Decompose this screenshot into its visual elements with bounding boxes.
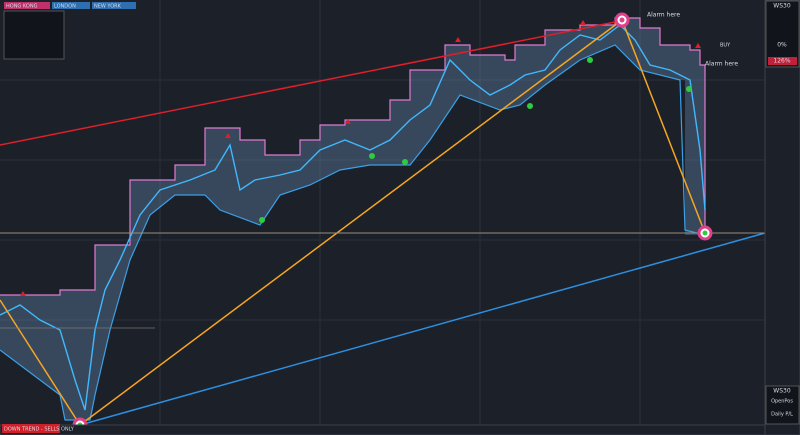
session-label: HONG KONG bbox=[6, 4, 38, 10]
risk: 0% bbox=[777, 42, 787, 49]
annotation: Alarm here bbox=[647, 12, 680, 19]
annotation: Alarm here bbox=[705, 61, 738, 68]
zigzag bbox=[0, 18, 706, 427]
panel-row: Daily P/L bbox=[771, 412, 793, 418]
resistance-line bbox=[0, 19, 626, 146]
time-axis bbox=[0, 424, 766, 435]
session-bar: HONG KONG LONDON NEW YORK bbox=[3, 2, 136, 60]
price bbox=[0, 24, 706, 411]
info-panel bbox=[765, 0, 800, 68]
grid bbox=[0, 0, 765, 425]
trend-banner-text: DOWN TREND - SELLS ONLY bbox=[4, 427, 75, 433]
panel-symbol: WS30 bbox=[773, 3, 791, 10]
score: 126% bbox=[773, 58, 790, 65]
signal: BUY bbox=[720, 43, 731, 49]
lower-band bbox=[0, 44, 706, 421]
score-box bbox=[768, 57, 797, 65]
trend-banner bbox=[2, 424, 60, 433]
upper-band bbox=[0, 17, 706, 296]
watchlist bbox=[3, 10, 65, 60]
panel-row: OpenPos bbox=[771, 399, 793, 405]
session-label: LONDON bbox=[54, 4, 76, 10]
price-channel bbox=[0, 18, 705, 420]
session-label: NEW YORK bbox=[94, 4, 122, 10]
position-panel bbox=[765, 385, 800, 425]
panel-symbol: WS30 bbox=[773, 388, 791, 395]
price-axis bbox=[764, 0, 800, 435]
support-line bbox=[79, 232, 766, 426]
